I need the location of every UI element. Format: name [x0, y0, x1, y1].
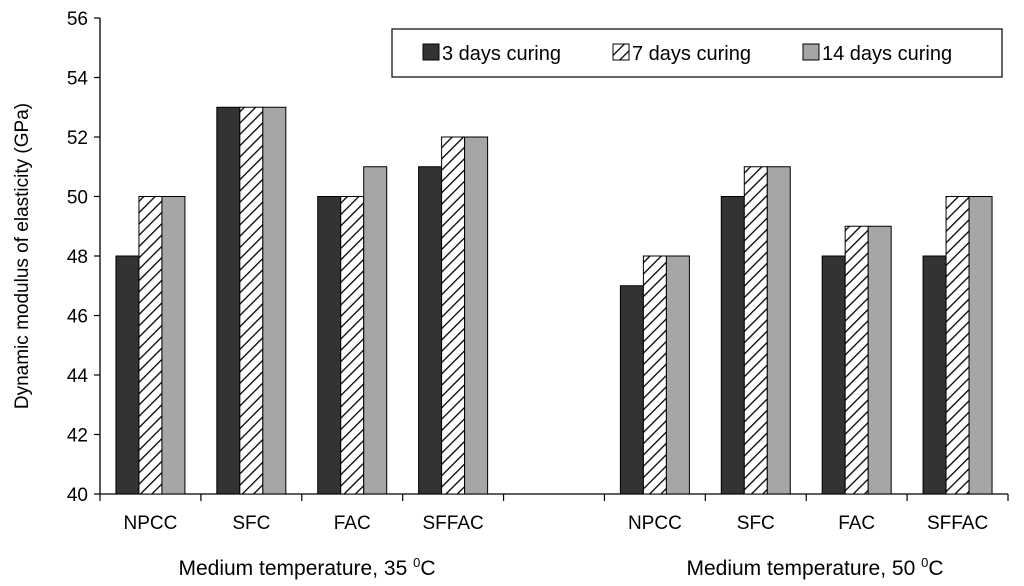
category-label: SFFAC	[422, 513, 483, 534]
bar-14-days-curing-npcc	[161, 196, 186, 495]
y-tick-label: 48	[67, 247, 88, 268]
legend-swatch-3-days	[422, 43, 440, 61]
bar-7-days-curing-fac	[340, 196, 365, 495]
category-label: FAC	[838, 513, 875, 534]
bar-3-days-curing-sfc	[216, 106, 241, 495]
bar-7-days-curing-sffac	[945, 196, 970, 495]
y-tick-label: 40	[67, 485, 88, 506]
y-axis-label: Dynamic modulus of elasticity (GPa)	[12, 103, 33, 409]
bar-7-days-curing-sfc	[239, 106, 264, 495]
bar-7-days-curing-sfc	[743, 166, 768, 495]
bar-14-days-curing-sfc	[262, 106, 287, 495]
legend-label-3-days: 3 days curing	[442, 43, 561, 65]
bar-3-days-curing-sffac	[922, 255, 947, 495]
legend-swatch-14-days	[802, 43, 820, 61]
bar-14-days-curing-fac	[867, 225, 892, 495]
legend-label-7-days: 7 days curing	[632, 43, 751, 65]
bar-14-days-curing-sffac	[464, 136, 489, 495]
category-label: NPCC	[124, 513, 178, 534]
y-tick-label: 56	[67, 9, 88, 30]
bar-3-days-curing-npcc	[115, 255, 140, 495]
bar-3-days-curing-npcc	[619, 285, 644, 495]
category-label: NPCC	[628, 513, 682, 534]
y-tick-label: 44	[67, 366, 89, 387]
bar-14-days-curing-npcc	[665, 255, 690, 495]
group-label-2: Medium temperature, 50 0C	[686, 555, 943, 580]
y-tick-label: 46	[67, 307, 88, 328]
y-tick-label: 42	[67, 426, 88, 447]
bar-3-days-curing-fac	[317, 196, 342, 495]
legend-label-14-days: 14 days curing	[822, 43, 952, 65]
bar-7-days-curing-npcc	[138, 196, 163, 495]
category-label: SFFAC	[927, 513, 988, 534]
x-ticks	[99, 494, 1009, 501]
bar-14-days-curing-sffac	[968, 196, 993, 495]
bar-3-days-curing-sffac	[418, 166, 443, 495]
bar-3-days-curing-fac	[821, 255, 846, 495]
bar-7-days-curing-fac	[844, 225, 869, 495]
bar-7-days-curing-sffac	[441, 136, 466, 495]
bars	[115, 106, 993, 495]
category-label: SFC	[737, 513, 775, 534]
legend-swatch-7-days	[612, 43, 630, 61]
category-label: FAC	[334, 513, 371, 534]
y-tick-label: 54	[67, 69, 89, 90]
legend-frame	[391, 28, 1003, 78]
y-tick-label: 50	[67, 188, 88, 209]
y-tick-label: 52	[67, 128, 88, 149]
y-ticks: 40 42 44 46 48 50 52 54 56	[67, 9, 100, 506]
category-labels: NPCC SFC FAC SFFAC NPCC SFC FAC SFFAC	[124, 513, 989, 534]
bar-3-days-curing-sfc	[720, 196, 745, 495]
category-label: SFC	[232, 513, 270, 534]
bar-7-days-curing-npcc	[642, 255, 667, 495]
legend: 3 days curing 7 days curing 14 days curi…	[391, 28, 1003, 78]
bar-14-days-curing-fac	[363, 166, 388, 495]
group-label-1: Medium temperature, 35 0C	[178, 555, 435, 580]
bar-14-days-curing-sfc	[766, 166, 791, 495]
